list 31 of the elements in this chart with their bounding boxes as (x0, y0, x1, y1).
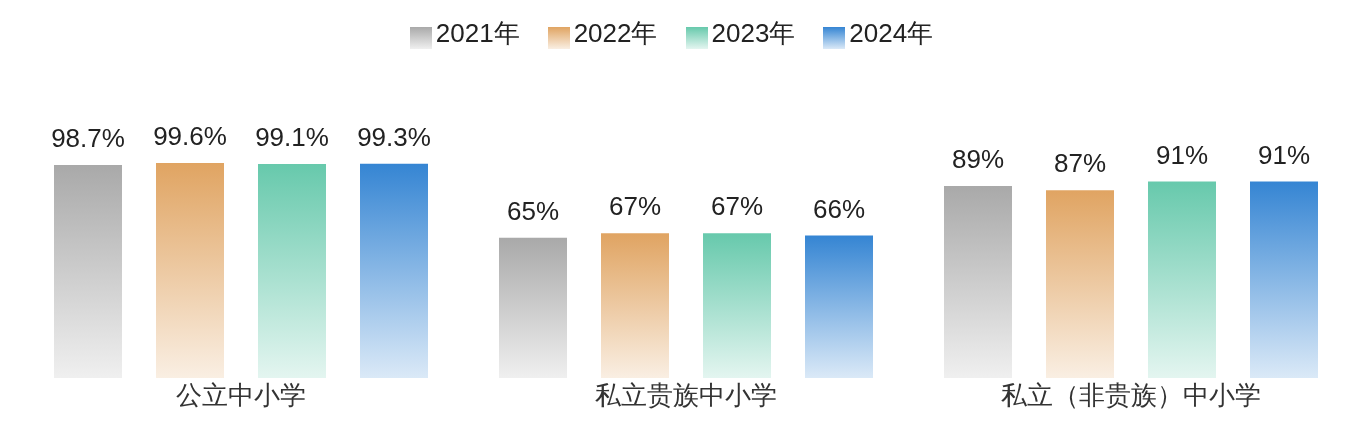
bar (1250, 181, 1318, 378)
bar (601, 233, 669, 378)
x-tick-label: 私立（非贵族）中小学 (1000, 380, 1261, 411)
data-label: 89% (951, 143, 1005, 174)
bar (703, 233, 771, 378)
data-label: 99.6% (153, 121, 227, 151)
data-label: 67% (710, 191, 764, 222)
legend-label: 2023年 (711, 18, 796, 48)
legend-label: 2022年 (573, 18, 658, 48)
bar (1148, 181, 1216, 378)
data-label: 65% (506, 195, 560, 226)
data-label: 98.7% (51, 122, 125, 153)
data-label: 91% (1257, 139, 1311, 170)
bar (156, 163, 224, 378)
bar (258, 164, 326, 378)
data-label: 87% (1053, 148, 1107, 179)
bar (1046, 190, 1114, 378)
legend-label: 2024年 (849, 18, 934, 48)
data-label: 99.1% (255, 122, 329, 153)
bar (360, 163, 428, 378)
data-label: 99.3% (357, 121, 431, 152)
data-label: 91% (1155, 139, 1209, 170)
bar (54, 164, 122, 378)
data-label: 67% (608, 191, 662, 222)
bar (944, 185, 1012, 378)
legend-label: 2021年 (435, 18, 520, 48)
x-tick-label: 私立贵族中小学 (594, 380, 777, 411)
x-tick-label: 公立中小学 (175, 380, 306, 411)
bar (499, 237, 567, 378)
bar (805, 235, 873, 378)
data-label: 66% (812, 193, 866, 224)
